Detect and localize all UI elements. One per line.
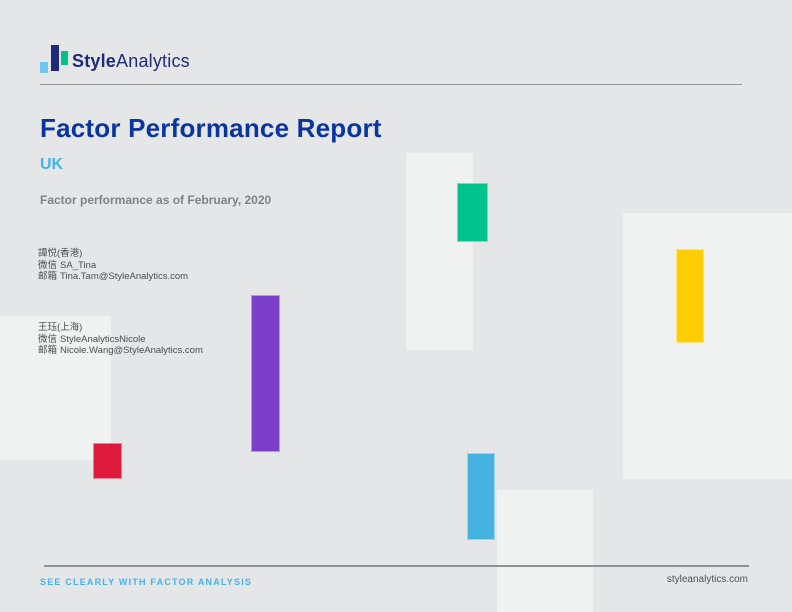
decor-bar-yellow [676,249,704,343]
contact-name: 譚悦(香港) [38,248,83,259]
wechat-label: 微信 [38,259,58,271]
email-label: 邮箱 [38,271,58,282]
brand-name-bold: Style [72,51,117,71]
brand-name-regular: Analytics [116,51,190,71]
contact-wechat: 微信 SA_Tina [38,260,188,272]
bar-chart-icon [40,43,70,73]
logo: StyleAnalytics [40,43,270,75]
email-address: Nicole.Wang@StyleAnalytics.com [60,345,203,356]
contact-name: 王珏(上海) [38,322,83,333]
report-date-subtitle: Factor performance as of February, 2020 [40,193,272,207]
contact-block-hongkong: 譚悦(香港) 微信 SA_Tina 邮箱 Tina.Tam@StyleAnalyti… [38,248,188,283]
email-label: 邮箱 [38,345,58,356]
wechat-label: 微信 [38,333,58,345]
footer-tagline: SEE CLEARLY WITH FACTOR ANALYSIS [40,577,253,587]
footer-website: styleanalytics.com [666,574,748,585]
brand-name: StyleAnalytics [72,51,190,72]
decor-bar-blue [467,453,495,540]
header-divider [40,84,742,85]
decor-bar-green [457,183,488,242]
logo-bar-lightblue-icon [40,62,48,73]
footer-divider [44,565,749,567]
wechat-id: SA_Tina [60,259,97,271]
region-subtitle: UK [40,156,64,173]
decor-bar-red [93,443,122,479]
decor-bar-purple [251,295,280,452]
decor-panel-right [623,213,792,479]
page-title: Factor Performance Report [40,113,382,143]
email-address: Tina.Tam@StyleAnalytics.com [60,271,189,282]
wechat-id: StyleAnalyticsNicole [60,333,146,345]
decor-panel-left [0,316,111,460]
contact-email: 邮箱 Tina.Tam@StyleAnalytics.com [38,271,188,283]
contact-email: 邮箱 Nicole.Wang@StyleAnalytics.com [38,345,203,357]
logo-bar-navy-icon [51,45,59,71]
logo-bar-green-icon [61,51,68,65]
contact-wechat: 微信 StyleAnalyticsNicole [38,334,203,346]
contact-block-shanghai: 王珏(上海) 微信 StyleAnalyticsNicole 邮箱 Nicole.W… [38,322,203,357]
decor-panel-bottom-middle [497,490,593,612]
